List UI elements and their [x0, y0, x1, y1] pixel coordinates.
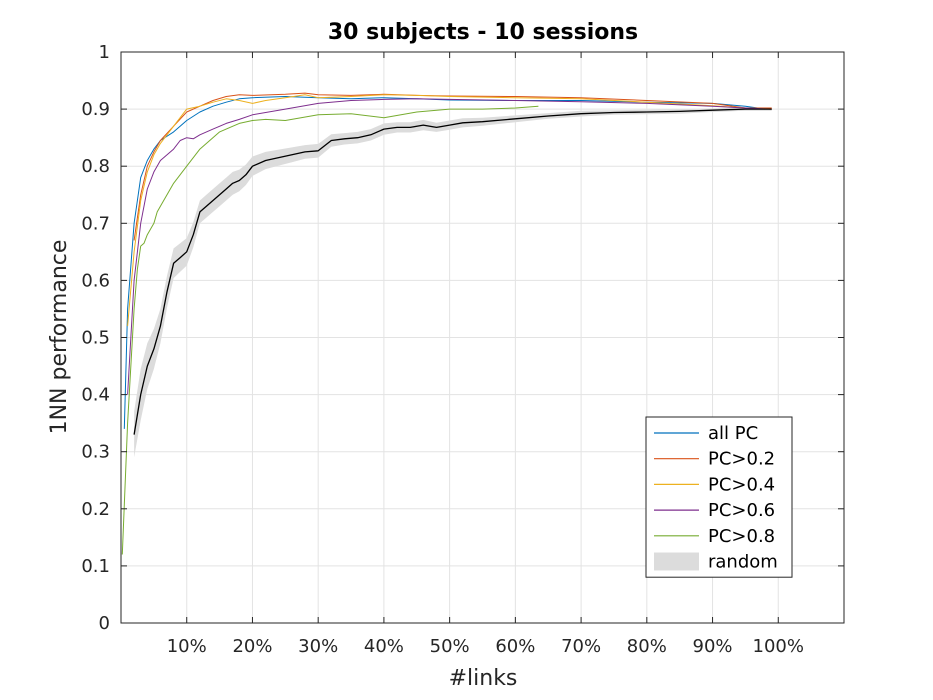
legend-label-pc-0-8: PC>0.8 — [708, 526, 775, 547]
legend-label-pc-0-4: PC>0.4 — [708, 474, 775, 495]
y-tick-label: 0.3 — [81, 442, 110, 463]
series-line-pc-0-4 — [127, 94, 772, 327]
y-tick-label: 1 — [99, 42, 110, 63]
y-tick-label: 0.8 — [81, 156, 110, 177]
x-tick-label: 80% — [627, 636, 667, 657]
legend-label-pc-0-6: PC>0.6 — [708, 500, 775, 521]
legend-label-pc-0-2: PC>0.2 — [708, 449, 775, 470]
series-line-all-pc — [123, 96, 766, 429]
x-tick-label: 60% — [495, 636, 535, 657]
y-tick-label: 0.5 — [81, 328, 110, 349]
series-line-pc-0-8 — [121, 105, 539, 555]
y-tick-label: 0.9 — [81, 99, 110, 120]
legend-label-random: random — [708, 552, 778, 573]
chart-title: 30 subjects - 10 sessions — [328, 20, 638, 45]
y-tick-label: 0.2 — [81, 499, 110, 520]
y-axis-title: 1NN performance — [47, 240, 72, 435]
x-tick-label: 100% — [753, 636, 804, 657]
series-lines-layer — [121, 92, 772, 555]
series-line-pc-0-2 — [133, 92, 772, 241]
legend-label-all-pc: all PC — [708, 423, 758, 444]
series-line-random — [133, 108, 772, 435]
y-tick-label: 0.1 — [81, 556, 110, 577]
x-tick-label: 30% — [298, 636, 338, 657]
y-axis-ticks: 0 0.1 0.2 0.3 0.4 0.5 0.6 0.7 0.8 0.9 1 — [81, 42, 844, 634]
legend: all PC PC>0.2 PC>0.4 PC>0.6 PC>0.8 random — [645, 416, 793, 578]
legend-swatch-random — [654, 552, 699, 571]
x-axis-ticks: 10% 20% 30% 40% 50% 60% 70% 80% 90% 100% — [167, 52, 804, 657]
y-tick-label: 0 — [99, 613, 110, 634]
x-tick-label: 10% — [167, 636, 207, 657]
y-tick-label: 0.7 — [81, 213, 110, 234]
x-axis-title: #links — [449, 666, 518, 691]
y-tick-label: 0.4 — [81, 385, 110, 406]
x-tick-label: 90% — [693, 636, 733, 657]
y-tick-label: 0.6 — [81, 270, 110, 291]
legend-box — [645, 416, 793, 578]
series-line-pc-0-6 — [127, 98, 772, 395]
x-tick-label: 20% — [232, 636, 272, 657]
x-tick-label: 50% — [430, 636, 470, 657]
x-tick-label: 70% — [561, 636, 601, 657]
x-tick-label: 40% — [364, 636, 404, 657]
